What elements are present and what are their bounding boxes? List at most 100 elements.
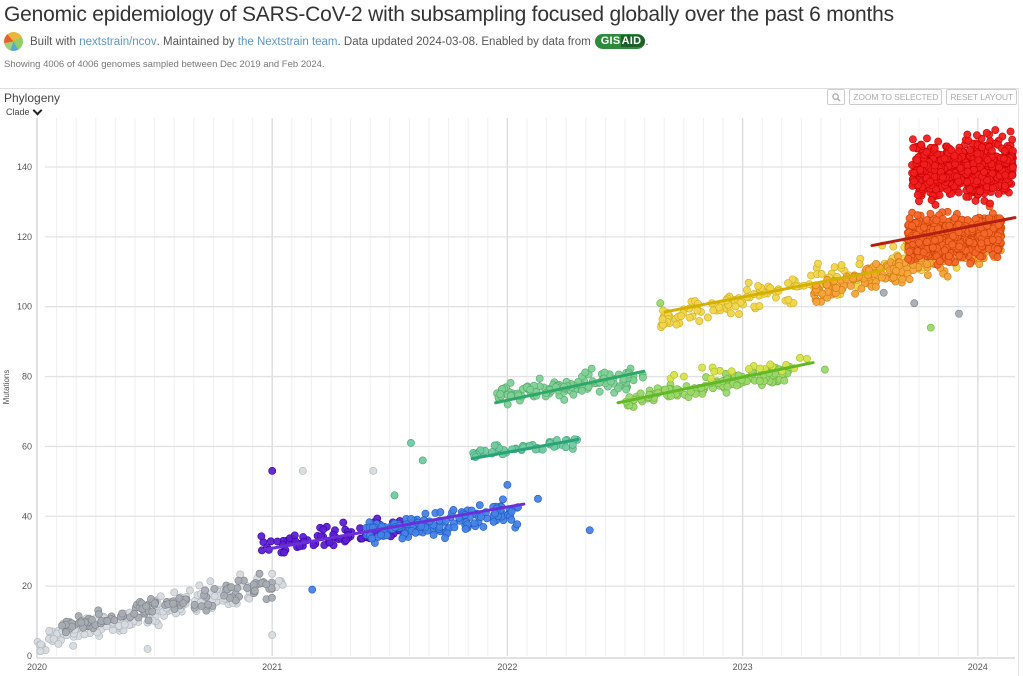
- tip-24-red[interactable]: [980, 168, 989, 176]
- tip-23-yellow[interactable]: [817, 270, 826, 278]
- tip-23-dark-orange[interactable]: [915, 238, 923, 247]
- tip-early-light-grey[interactable]: [36, 647, 45, 656]
- tip-early-dark-grey[interactable]: [190, 600, 199, 609]
- tip-outlier[interactable]: [926, 323, 935, 332]
- tip-21-blue[interactable]: [429, 531, 438, 539]
- tip-22-green[interactable]: [496, 390, 505, 398]
- tip-early-dark-grey[interactable]: [227, 583, 236, 592]
- tip-23-dark-orange[interactable]: [905, 214, 914, 223]
- tip-23-orange[interactable]: [905, 275, 914, 284]
- tip-early-dark-grey[interactable]: [61, 628, 70, 637]
- tip-23-yellow[interactable]: [693, 306, 702, 315]
- tip-24-red[interactable]: [923, 134, 931, 143]
- tip-early-light-grey[interactable]: [206, 577, 215, 586]
- tip-21-blue[interactable]: [441, 534, 449, 543]
- zoom-to-selected-button[interactable]: ZOOM TO SELECTED: [849, 89, 943, 105]
- tip-23-dark-orange[interactable]: [965, 238, 974, 246]
- tip-22-yellow-green[interactable]: [766, 360, 775, 369]
- tip-early-dark-grey[interactable]: [234, 576, 243, 585]
- tip-23-orange[interactable]: [851, 289, 860, 298]
- tip-24-red[interactable]: [983, 176, 991, 185]
- tip-early-dark-grey[interactable]: [144, 616, 153, 625]
- tip-24-red[interactable]: [917, 140, 926, 149]
- tip-early-dark-grey[interactable]: [95, 610, 103, 619]
- tip-early-dark-grey[interactable]: [87, 615, 96, 624]
- tip-outlier[interactable]: [656, 299, 665, 308]
- tip-23-dark-orange[interactable]: [948, 240, 957, 249]
- tip-outlier[interactable]: [268, 631, 277, 639]
- tip-outlier[interactable]: [407, 439, 415, 447]
- tip-21-blue[interactable]: [507, 515, 516, 524]
- tip-24-red[interactable]: [963, 167, 972, 176]
- tip-21-blue[interactable]: [479, 523, 488, 531]
- tip-24-red[interactable]: [1000, 147, 1009, 155]
- tip-early-dark-grey[interactable]: [58, 621, 66, 630]
- tip-24-red[interactable]: [915, 197, 923, 206]
- tip-24-red[interactable]: [910, 177, 918, 186]
- tip-24-red[interactable]: [1001, 171, 1010, 179]
- tip-outlier[interactable]: [369, 466, 378, 475]
- tip-23-dark-orange[interactable]: [919, 223, 928, 232]
- tip-outlier[interactable]: [418, 456, 427, 465]
- tip-23-yellow[interactable]: [715, 303, 724, 312]
- tip-early-dark-grey[interactable]: [197, 602, 206, 611]
- gisaid-logo[interactable]: GISAID: [594, 34, 646, 49]
- tip-20I-purple[interactable]: [280, 548, 288, 557]
- tip-23-orange[interactable]: [846, 282, 855, 290]
- tip-23-dark-orange[interactable]: [993, 253, 1002, 262]
- tip-outlier[interactable]: [268, 466, 277, 475]
- tip-early-dark-grey[interactable]: [250, 586, 259, 595]
- tip-early-dark-grey[interactable]: [210, 584, 219, 593]
- tip-24-red[interactable]: [1006, 127, 1015, 136]
- tip-early-dark-grey[interactable]: [68, 622, 77, 631]
- tip-24-red[interactable]: [963, 178, 972, 186]
- tip-24-red[interactable]: [982, 129, 991, 137]
- tip-early-light-grey[interactable]: [69, 641, 78, 650]
- tip-early-dark-grey[interactable]: [220, 591, 228, 600]
- tip-outlier[interactable]: [879, 288, 888, 297]
- tip-23-dark-orange[interactable]: [938, 215, 947, 223]
- tip-24-red[interactable]: [926, 177, 935, 186]
- tip-24-red[interactable]: [1008, 171, 1017, 180]
- tip-24-red[interactable]: [963, 130, 972, 139]
- tip-22-green[interactable]: [595, 387, 604, 396]
- tip-23-yellow[interactable]: [889, 242, 898, 251]
- tip-23-yellow[interactable]: [784, 279, 792, 288]
- tip-23-dark-orange[interactable]: [919, 248, 928, 257]
- tip-early-dark-grey[interactable]: [268, 593, 276, 602]
- tip-23-dark-orange[interactable]: [949, 232, 958, 240]
- tip-21-blue[interactable]: [499, 495, 507, 504]
- tip-22-yellow-green[interactable]: [803, 354, 811, 363]
- tip-21-blue[interactable]: [489, 517, 498, 526]
- tip-24-red[interactable]: [934, 137, 943, 146]
- tip-early-dark-grey[interactable]: [262, 580, 271, 589]
- tip-23-dark-orange[interactable]: [930, 236, 939, 245]
- tip-21-blue[interactable]: [470, 519, 479, 528]
- tip-24-red[interactable]: [922, 148, 931, 157]
- tip-24-red[interactable]: [962, 192, 971, 201]
- tip-23-yellow[interactable]: [744, 278, 753, 287]
- tip-early-dark-grey[interactable]: [179, 599, 188, 608]
- tip-21-blue[interactable]: [475, 501, 484, 510]
- tip-22-yellow-green[interactable]: [710, 367, 719, 376]
- tip-23-dark-orange[interactable]: [977, 239, 986, 248]
- tip-24-red[interactable]: [983, 155, 992, 164]
- tip-20I-purple[interactable]: [342, 536, 351, 545]
- tip-24-red[interactable]: [939, 173, 947, 182]
- tip-23-orange[interactable]: [923, 260, 931, 268]
- tip-early-light-grey[interactable]: [120, 620, 129, 629]
- tip-23-dark-orange[interactable]: [955, 242, 964, 251]
- tip-23-yellow[interactable]: [754, 282, 763, 290]
- tip-23-orange[interactable]: [889, 273, 898, 282]
- tip-22-lightgreen[interactable]: [755, 377, 764, 386]
- tip-23-orange[interactable]: [818, 289, 827, 298]
- tip-early-dark-grey[interactable]: [267, 584, 276, 593]
- tip-early-light-grey[interactable]: [80, 630, 89, 639]
- tip-24-red[interactable]: [988, 146, 996, 155]
- tip-23-dark-orange[interactable]: [923, 237, 931, 246]
- tip-23-yellow[interactable]: [814, 259, 822, 268]
- tip-23-yellow[interactable]: [755, 302, 764, 310]
- tip-22-yellow-green[interactable]: [745, 365, 753, 373]
- nextstrain-team-link[interactable]: the Nextstrain team: [237, 35, 338, 48]
- tip-24-red[interactable]: [999, 154, 1008, 163]
